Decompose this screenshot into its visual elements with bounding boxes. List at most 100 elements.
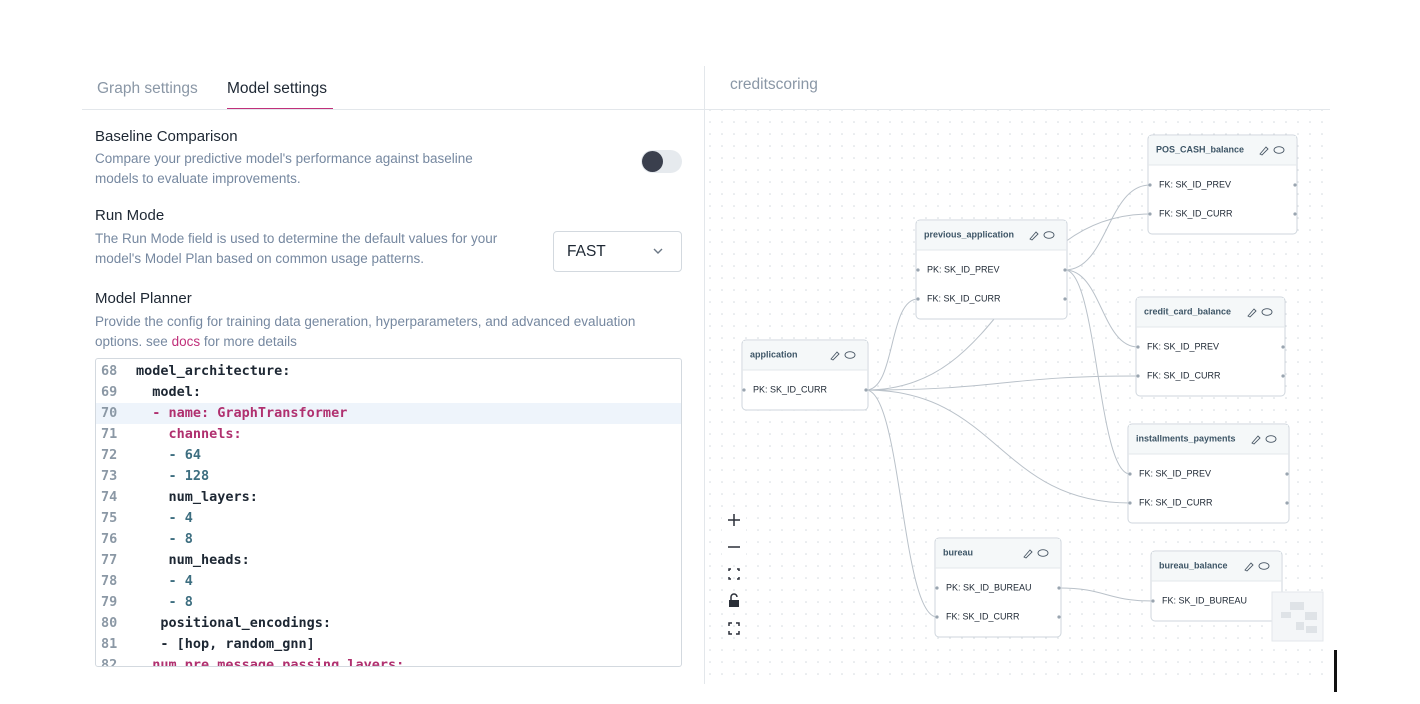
- view-icon[interactable]: [1043, 231, 1055, 239]
- handle: [1148, 212, 1152, 216]
- code-line: 74 num_layers:: [96, 487, 681, 508]
- view-icon[interactable]: [844, 351, 856, 359]
- line-text: num_heads:: [136, 552, 250, 568]
- handle: [1057, 586, 1061, 590]
- divider: [82, 109, 704, 110]
- table-node[interactable]: POS_CASH_balance FK: SK_ID_PREV FK: SK_ID_…: [1147, 134, 1298, 235]
- line-text: - [hop, random_gnn]: [136, 636, 315, 652]
- line-text: positional_encodings:: [136, 615, 332, 631]
- edge: [1064, 269, 1131, 475]
- tab-active[interactable]: Model settings: [227, 80, 327, 97]
- code-line: 69 model:: [96, 382, 681, 403]
- text: for more details: [200, 334, 297, 349]
- node-field: FK: SK_ID_CURR: [1147, 370, 1221, 380]
- table-node[interactable]: credit_card_balance FK: SK_ID_PREV FK: SK_…: [1135, 296, 1286, 397]
- view-icon[interactable]: [1265, 435, 1277, 443]
- line-text: - 8: [136, 594, 193, 610]
- table-node[interactable]: application PK: SK_ID_CURR: [741, 339, 869, 411]
- node-label: bureau: [943, 547, 973, 557]
- section-title: Model Planner: [95, 290, 192, 307]
- edge: [1058, 587, 1154, 602]
- line-text: - 64: [136, 447, 202, 463]
- handle: [1293, 212, 1297, 216]
- line-number: 81: [101, 636, 118, 652]
- edit-icon[interactable]: [1247, 308, 1257, 318]
- zoom-out[interactable]: [722, 535, 746, 559]
- handle: [1281, 374, 1285, 378]
- code-line: 81 - [hop, random_gnn]: [96, 634, 681, 655]
- graph-title: creditscoring: [730, 76, 818, 93]
- tab[interactable]: Graph settings: [97, 80, 198, 97]
- toggle-knob: [642, 151, 663, 172]
- edit-icon[interactable]: [1251, 435, 1261, 445]
- zoom-controls: [722, 508, 746, 635]
- section-description: Provide the config for training data gen…: [95, 314, 636, 329]
- line-text: - name: GraphTransformer: [136, 405, 348, 421]
- handle: [1136, 374, 1140, 378]
- handle: [1063, 297, 1067, 301]
- edit-icon[interactable]: [1244, 562, 1254, 572]
- node-label: application: [750, 349, 798, 359]
- handle: [1281, 345, 1285, 349]
- edit-icon[interactable]: [1029, 231, 1039, 241]
- line-number: 70: [101, 405, 118, 421]
- node-field: FK: SK_ID_CURR: [946, 611, 1020, 621]
- edit-icon[interactable]: [1023, 549, 1033, 559]
- select[interactable]: FAST: [553, 231, 682, 272]
- node-header: [1129, 425, 1288, 454]
- line-number: 79: [101, 594, 118, 610]
- code-editor[interactable]: 68 model_architecture: 69 model: 70 - name:…: [95, 358, 682, 667]
- node-field: FK: SK_ID_PREV: [1147, 341, 1219, 351]
- handle: [1285, 472, 1289, 476]
- code-line: 82 num_pre_message_passing_layers:: [96, 655, 681, 667]
- section-description: The Run Mode field is used to determine …: [95, 231, 498, 246]
- line-text: num_layers:: [136, 489, 258, 505]
- line-text: channels:: [136, 426, 242, 442]
- line-text: - 8: [136, 531, 193, 547]
- section-description: models to evaluate improvements.: [95, 171, 301, 186]
- table-node[interactable]: previous_application PK: SK_ID_PREV FK: SK…: [915, 219, 1068, 320]
- cursor: [1334, 650, 1337, 692]
- table-node[interactable]: installments_payments FK: SK_ID_PREV FK: S…: [1127, 423, 1290, 524]
- handle: [1285, 501, 1289, 505]
- lock[interactable]: [729, 593, 739, 607]
- link[interactable]: docs: [171, 334, 201, 349]
- view-icon[interactable]: [1037, 549, 1049, 557]
- view-icon[interactable]: [1261, 308, 1273, 316]
- handle: [742, 388, 746, 392]
- handle: [1057, 615, 1061, 619]
- fullscreen[interactable]: [728, 622, 740, 635]
- line-number: 74: [101, 489, 118, 505]
- text: options. see: [95, 334, 172, 349]
- edit-icon[interactable]: [830, 351, 840, 361]
- table-node[interactable]: bureau_balance FK: SK_ID_BUREAU: [1150, 550, 1283, 622]
- line-number: 80: [101, 615, 118, 631]
- line-number: 73: [101, 468, 118, 484]
- view-icon[interactable]: [1258, 562, 1270, 570]
- node-header: [936, 539, 1060, 568]
- node-label: POS_CASH_balance: [1156, 144, 1244, 154]
- section-title: Run Mode: [95, 207, 165, 224]
- line-text: model:: [136, 384, 202, 400]
- code-line: 80 positional_encodings:: [96, 613, 681, 634]
- line-text: - 4: [136, 573, 193, 589]
- minimap[interactable]: [1271, 591, 1324, 642]
- toggle[interactable]: [641, 150, 682, 173]
- node-field: PK: SK_ID_BUREAU: [946, 582, 1032, 592]
- divider: [704, 66, 705, 684]
- tab-underline: [227, 108, 333, 109]
- handle: [916, 268, 920, 272]
- line-text: num_pre_message_passing_layers:: [136, 657, 405, 667]
- edit-icon[interactable]: [1259, 146, 1269, 156]
- divider: [705, 109, 1330, 110]
- table-node[interactable]: bureau PK: SK_ID_BUREAU FK: SK_ID_CURR: [934, 537, 1062, 638]
- handle: [916, 297, 920, 301]
- view-icon[interactable]: [1273, 146, 1285, 154]
- fit-view[interactable]: [728, 568, 740, 580]
- code-line: 76 - 8: [96, 529, 681, 550]
- zoom-in[interactable]: [722, 508, 746, 532]
- edge: [1064, 184, 1151, 271]
- handle: [1128, 501, 1132, 505]
- code-line: 70 - name: GraphTransformer: [96, 403, 681, 424]
